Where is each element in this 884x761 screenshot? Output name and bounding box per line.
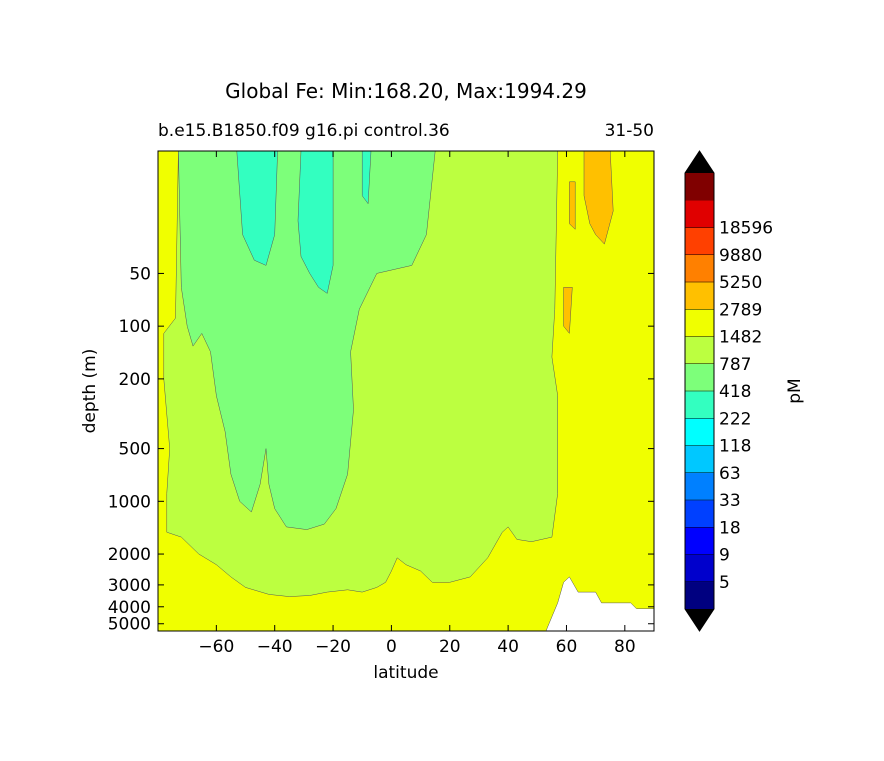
colorbar-tick-label: 1482 — [719, 328, 762, 348]
colorbar-swatch — [685, 581, 714, 610]
x-axis: −60 −40 −20 0 20 40 60 80 — [198, 151, 636, 657]
colorbar-swatch — [685, 363, 714, 392]
colorbar-label: pM — [785, 378, 805, 403]
region-418-787 — [178, 151, 436, 530]
x-tick-label: 0 — [386, 637, 397, 657]
colorbar-tick-label: 5 — [719, 573, 730, 593]
region-222-418-1 — [236, 151, 278, 266]
colorbar-tick-label: 18596 — [719, 219, 773, 239]
colorbar-outline — [684, 150, 715, 632]
colorbar-tick-label: 418 — [719, 382, 751, 402]
colorbar-swatch — [685, 554, 714, 583]
chart-subtitle-left: b.e15.B1850.f09 g16.pi control.36 — [158, 121, 450, 141]
y-tick-label: 4000 — [108, 598, 151, 618]
colorbar-swatch — [685, 472, 714, 501]
region-222-418-3 — [361, 151, 372, 205]
colorbar-swatch — [685, 445, 714, 474]
x-tick-label: 80 — [614, 637, 636, 657]
plot-frame — [157, 150, 655, 632]
chart-title: Global Fe: Min:168.20, Max:1994.29 — [225, 79, 587, 103]
colorbar-swatch — [685, 527, 714, 555]
plot-area: −60 −40 −20 0 20 40 60 80 50 100 200 500 1000 2000 30… — [108, 150, 655, 657]
y-tick-label: 500 — [119, 440, 151, 460]
colorbar-swatch — [685, 200, 714, 228]
colorbar-swatch — [685, 254, 714, 283]
colorbar-swatch — [685, 282, 714, 310]
y-tick-label: 5000 — [108, 615, 151, 635]
x-axis-label: latitude — [373, 663, 438, 683]
y-axis-label: depth (m) — [80, 349, 100, 434]
colorbar-tick-label: 18 — [719, 518, 741, 538]
region-2789-5250-2 — [569, 181, 576, 230]
colorbar-tick-label: 33 — [719, 491, 741, 511]
colorbar-tick-label: 2789 — [719, 300, 762, 320]
colorbar-swatch — [685, 336, 714, 365]
region-2789-5250-1 — [583, 151, 614, 245]
colorbar-tick-label: 9880 — [719, 246, 762, 266]
y-tick-label: 50 — [129, 264, 151, 284]
y-tick-label: 100 — [119, 317, 151, 337]
x-tick-label: 20 — [439, 637, 461, 657]
y-tick-label: 200 — [119, 370, 151, 390]
colorbar-tick-label: 118 — [719, 437, 751, 457]
colorbar-swatch — [685, 309, 714, 337]
colorbar-tick-label: 5250 — [719, 273, 762, 293]
x-tick-label: 60 — [556, 637, 578, 657]
x-tick-label: −60 — [198, 637, 234, 657]
contour-regions — [158, 151, 654, 631]
colorbar-swatch — [685, 227, 714, 256]
chart-subtitle-right: 31-50 — [605, 121, 654, 141]
x-tick-label: −40 — [257, 637, 293, 657]
colorbar-tick-label: 222 — [719, 409, 751, 429]
colorbar-extend-under — [685, 609, 714, 631]
colorbar-tick-label: 787 — [719, 355, 751, 375]
region-2789-5250-3 — [563, 287, 573, 335]
y-tick-label: 3000 — [108, 576, 151, 596]
colorbar: 5 9 18 33 63 118 222 418 787 1482 2789 5250 9880 1859… — [684, 150, 773, 632]
colorbar-extend-over — [685, 151, 714, 173]
colorbar-swatch — [685, 500, 714, 528]
colorbar-tick-label: 9 — [719, 546, 730, 566]
colorbar-swatch — [685, 173, 714, 201]
region-222-418-2 — [297, 151, 334, 294]
colorbar-tick-label: 63 — [719, 464, 741, 484]
colorbar-swatch — [685, 418, 714, 446]
y-tick-label: 1000 — [108, 492, 151, 512]
x-tick-label: 40 — [497, 637, 519, 657]
colorbar-swatch — [685, 391, 714, 419]
x-tick-label: −20 — [315, 637, 351, 657]
y-tick-label: 2000 — [108, 545, 151, 565]
